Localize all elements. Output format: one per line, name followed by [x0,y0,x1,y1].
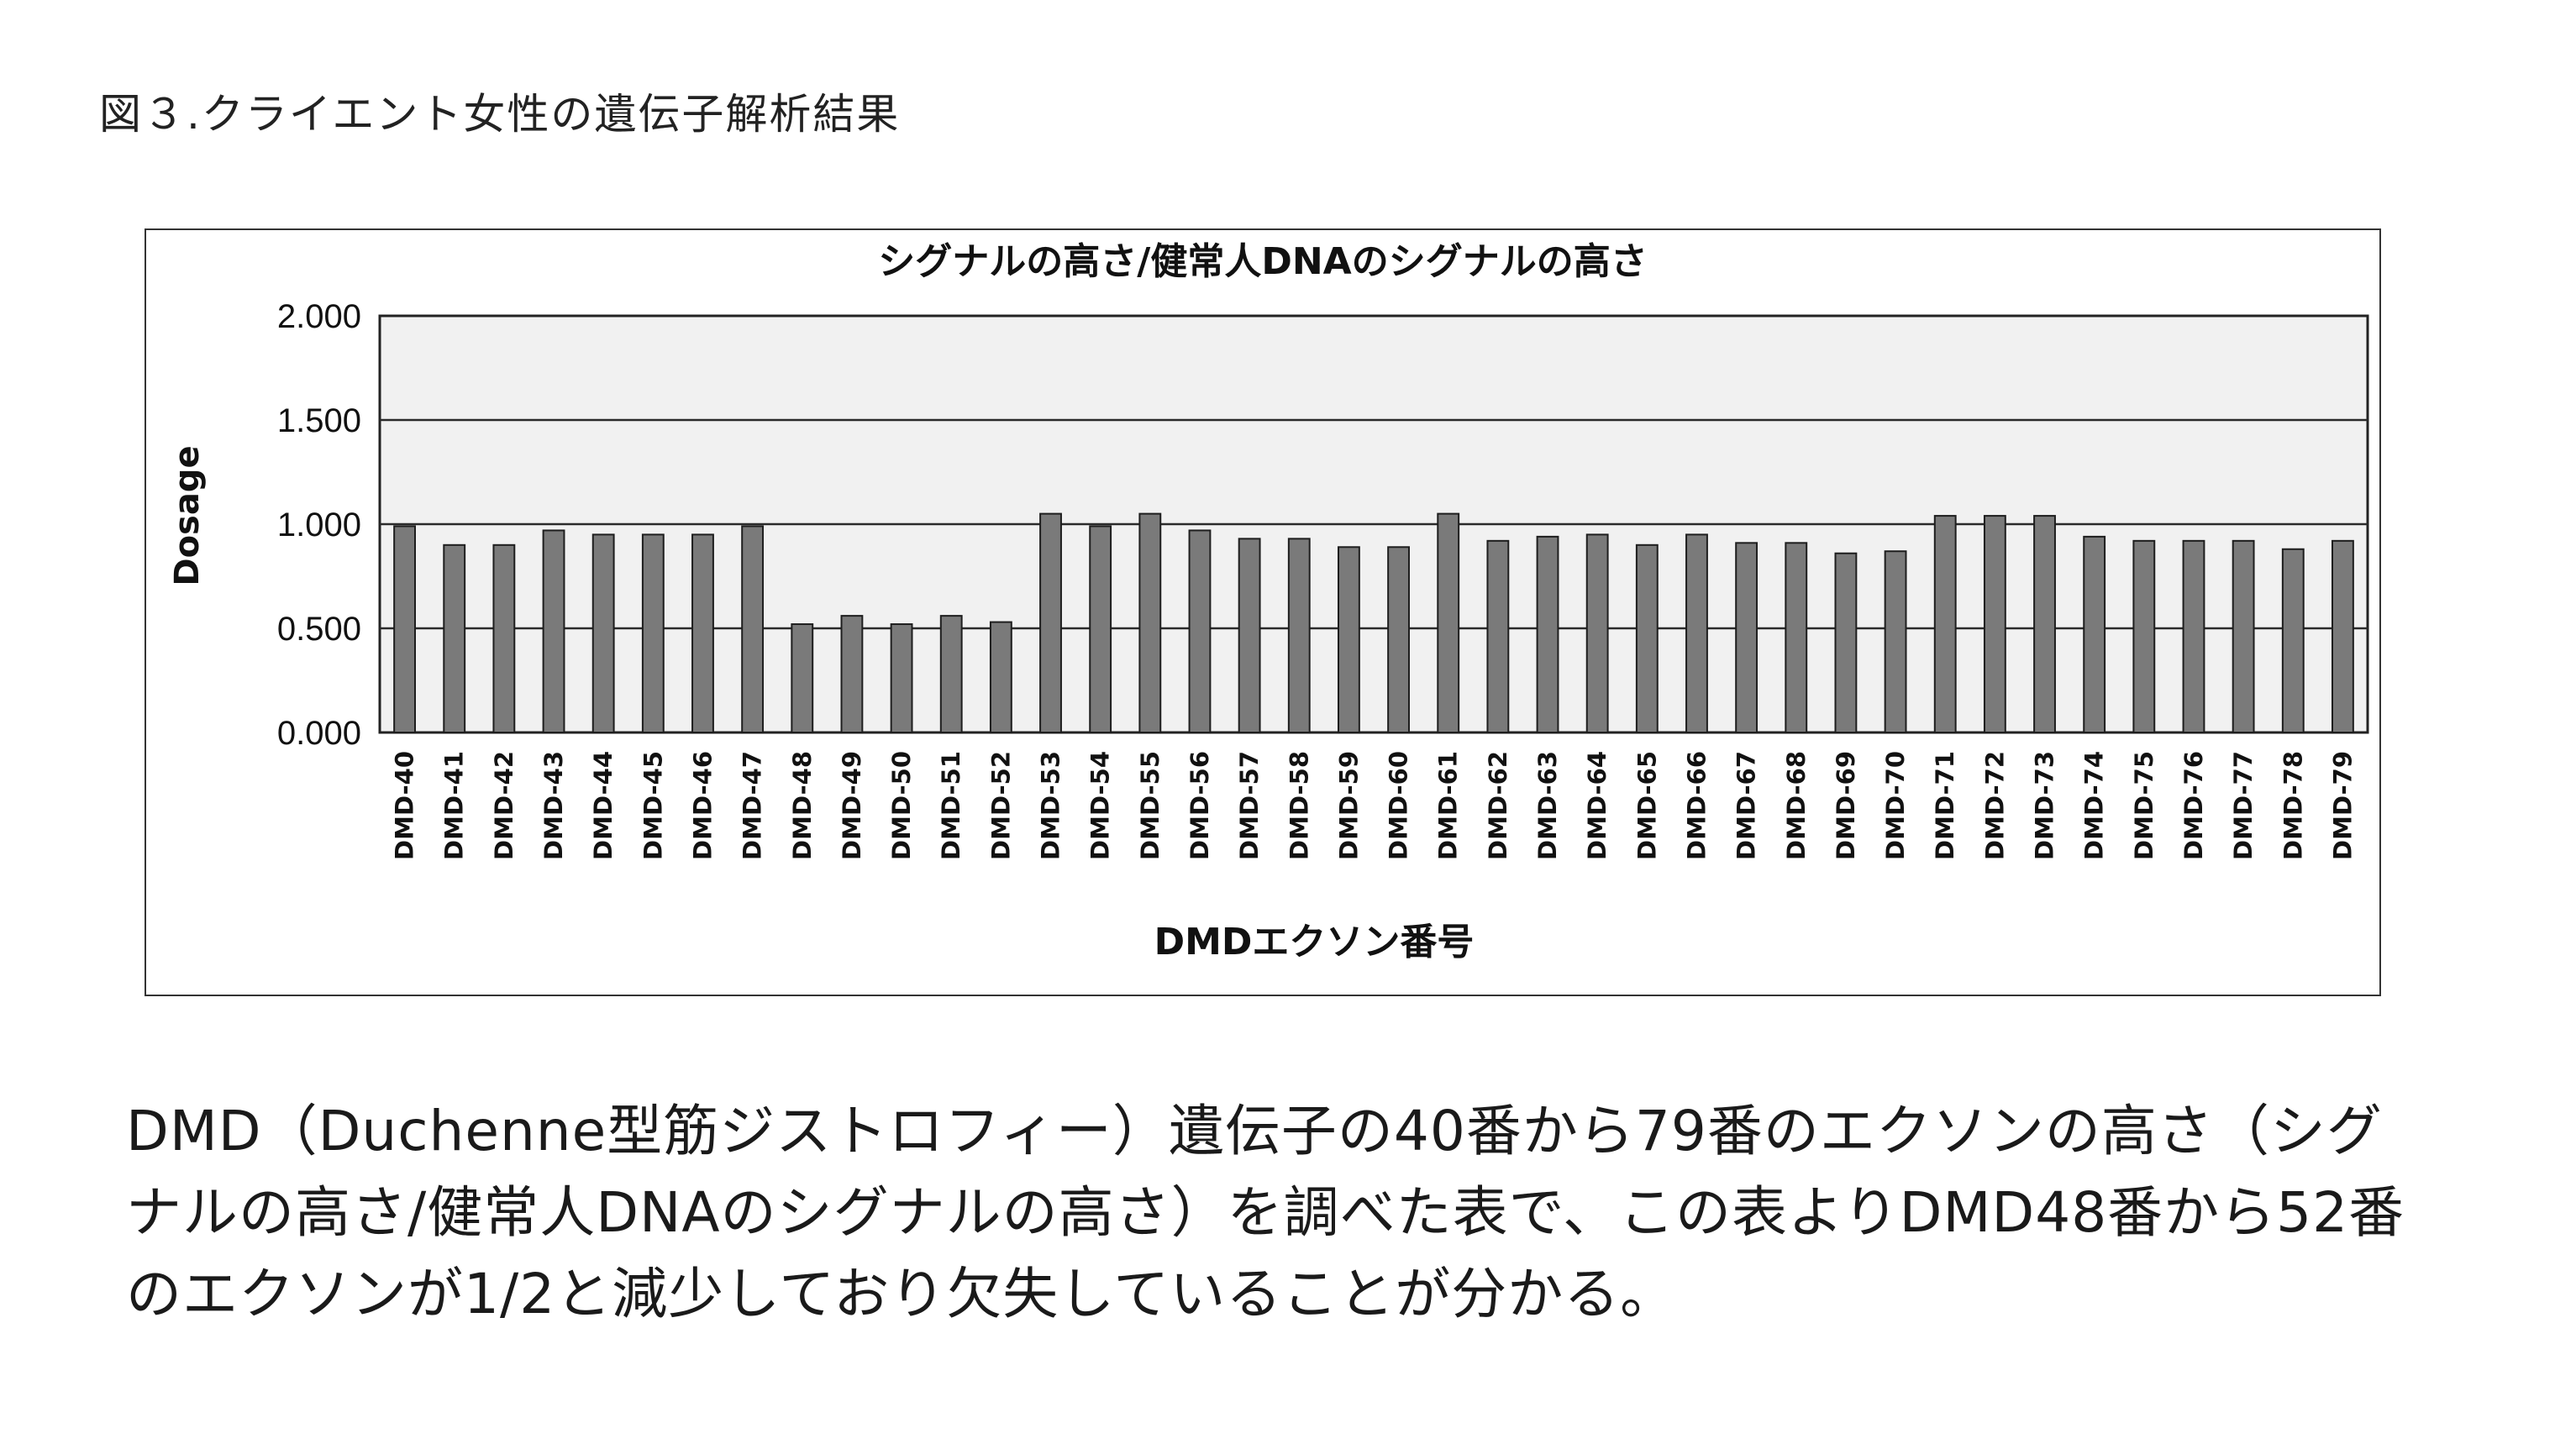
bar [890,623,913,734]
y-tick-label: 1.000 [277,507,361,543]
x-tick-label: DMD-67 [1732,751,1761,860]
bar [1983,515,2006,733]
bar [1536,535,1559,733]
bar [492,543,516,733]
x-tick-label: DMD-43 [539,751,568,860]
x-tick-label: DMD-72 [1980,751,2009,860]
bar [1834,552,1858,733]
x-tick-label: DMD-63 [1533,751,1562,860]
y-axis-label: Dosage [168,445,207,585]
bar [1685,533,1708,733]
x-tick-label: DMD-41 [440,751,469,860]
x-tick-label: DMD-69 [1832,751,1860,860]
bar [1735,542,1759,733]
bar [2332,539,2354,733]
x-tick-label: DMD-54 [1086,751,1115,860]
bar [1039,512,1062,733]
x-tick-label: DMD-56 [1185,751,1214,860]
bar [791,623,814,734]
chart-frame: シグナルの高さ/健常人DNAのシグナルの高さ Dosage DMDエクソン番号 … [145,228,2381,996]
x-tick-label: DMD-49 [838,751,866,860]
x-tick-label: DMD-61 [1434,751,1463,860]
bar [393,525,416,734]
bar [1933,515,1957,733]
bar [989,621,1012,733]
x-tick-label: DMD-57 [1235,751,1264,860]
bar [1884,550,1907,733]
bar [641,533,665,733]
bar [591,533,615,733]
x-tick-label: DMD-62 [1484,751,1512,860]
x-tick-label: DMD-65 [1632,751,1661,860]
x-tick-label: DMD-46 [688,751,717,860]
description-text: DMD（Duchenne型筋ジストロフィー）遺伝子の40番から79番のエクソンの… [126,1099,2405,1326]
chart-title: シグナルの高さ/健常人DNAのシグナルの高さ [878,240,1647,283]
bar [1338,546,1360,733]
bar [542,529,565,733]
y-tick-label: 0.500 [277,611,361,648]
x-tick-label: DMD-64 [1583,751,1611,860]
bar [1387,546,1410,733]
x-tick-label: DMD-66 [1682,751,1711,860]
bar [1486,539,1510,733]
x-tick-label: DMD-42 [490,751,518,860]
x-tick-label: DMD-73 [2031,751,2059,860]
bar [741,525,765,734]
bar [2033,515,2056,733]
y-tick-label: 1.500 [277,402,361,439]
x-tick-label: DMD-50 [887,751,916,860]
dosage-bar-chart: シグナルの高さ/健常人DNAのシグナルの高さ Dosage DMDエクソン番号 … [168,240,2369,963]
x-tick-label: DMD-68 [1782,751,1811,860]
x-tick-label: DMD-58 [1285,751,1313,860]
bar [1437,512,1460,733]
x-tick-label: DMD-51 [937,751,965,860]
x-tick-label: DMD-78 [2279,751,2307,860]
bar [1138,512,1162,733]
bar [840,615,864,733]
y-tick-label: 2.000 [277,298,361,335]
x-tick-label: DMD-53 [1037,751,1065,860]
bar [2083,535,2106,733]
x-tick-label: DMD-47 [739,751,767,860]
bar [443,543,466,733]
x-tick-label: DMD-55 [1136,751,1164,860]
bar [1287,538,1311,733]
x-tick-label: DMD-75 [2130,751,2158,860]
x-tick-label: DMD-44 [589,751,618,860]
bar [691,533,714,733]
x-tick-label: DMD-45 [639,751,667,860]
x-tick-label: DMD-70 [1881,751,1910,860]
x-tick-label: DMD-52 [986,751,1015,860]
bar [1188,529,1212,733]
x-tick-label: DMD-40 [391,751,419,860]
bar [2132,539,2156,733]
x-tick-label: DMD-48 [788,751,817,860]
bar [2232,539,2255,733]
bar [1785,542,1808,733]
x-tick-label: DMD-59 [1334,751,1363,860]
bar [1585,533,1609,733]
y-tick-label: 0.000 [277,715,361,752]
bar [1089,525,1112,734]
bar [2281,548,2305,734]
x-axis-label: DMDエクソン番号 [1154,921,1475,963]
bar [939,615,963,733]
bar [1238,538,1261,733]
x-tick-label: DMD-77 [2229,751,2258,860]
x-tick-label: DMD-74 [2080,751,2109,860]
bar [2182,539,2205,733]
bar [1635,543,1659,733]
x-tick-label: DMD-60 [1385,751,1413,860]
x-tick-label: DMD-76 [2179,751,2208,860]
x-tick-label: DMD-79 [2328,751,2357,860]
figure-caption: 図３.クライエント女性の遺伝子解析結果 [99,90,901,139]
x-tick-label: DMD-71 [1931,751,1959,860]
